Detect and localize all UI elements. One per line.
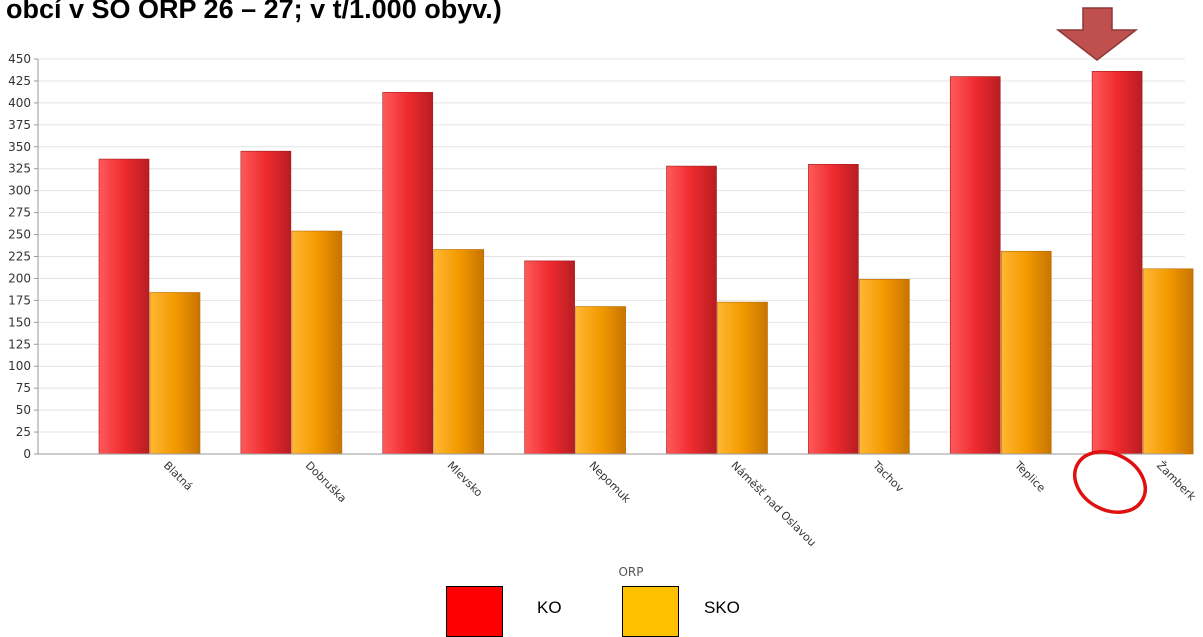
bar-sko [859, 279, 910, 455]
x-category-label: Dobruška [303, 459, 349, 505]
bar-sko [575, 306, 626, 455]
y-axis-ticks: 0 25 50 75 100 125 150 175 200 225 250 275 300 325 350… [8, 52, 38, 461]
bar-ko [382, 92, 434, 455]
y-tick-label: 25 [16, 425, 31, 439]
x-axis-labels: Blatná Dobruška Mlevsko Nepomuk Náměšť nad O… [161, 458, 1199, 549]
x-category-label: Blatná [161, 459, 195, 493]
highlight-arrow-icon [1055, 7, 1139, 61]
y-tick-label: 375 [8, 118, 31, 132]
y-tick-label: 200 [8, 271, 31, 285]
y-tick-label: 250 [8, 228, 31, 242]
bar-ko [949, 76, 1001, 455]
y-tick-label: 75 [16, 381, 31, 395]
x-category-label: Nepomuk [587, 459, 634, 506]
y-tick-label: 275 [8, 206, 31, 220]
chart-title: obcí v SO ORP 26 – 27; v t/1.000 obyv.) [6, 0, 502, 24]
bar-sko [149, 292, 201, 455]
y-tick-label: 300 [8, 184, 31, 198]
bar-sko [1000, 250, 1052, 455]
y-tick-label: 350 [8, 140, 31, 154]
legend-swatch-sko [622, 586, 679, 637]
bar-ko [666, 165, 717, 455]
x-category-label: Teplice [1011, 458, 1048, 495]
y-tick-label: 50 [16, 403, 31, 417]
x-category-label: Tachov [870, 458, 907, 495]
y-tick-label: 450 [8, 52, 31, 66]
bar-ko [240, 150, 292, 455]
x-category-label: Mlevsko [445, 459, 486, 500]
legend-swatch-ko [446, 586, 503, 637]
y-tick-label: 400 [8, 96, 31, 110]
y-tick-label: 225 [8, 250, 31, 264]
bar-ko [98, 158, 150, 455]
bar-sko [433, 249, 485, 455]
legend-label-ko: KO [537, 598, 562, 617]
y-tick-label: 150 [8, 315, 31, 329]
x-category-label: Náměšť nad Oslavou [728, 459, 818, 549]
y-tick-label: 125 [8, 337, 31, 351]
bars [98, 70, 1194, 455]
x-category-label: Žamberk [1154, 459, 1199, 504]
bar-ko [524, 260, 575, 455]
bar-sko [717, 301, 768, 455]
bar-ko [808, 164, 859, 455]
legend-label-sko: SKO [704, 598, 740, 617]
bar-sko [1142, 268, 1194, 455]
highlight-circle [1073, 450, 1147, 514]
y-tick-label: 175 [8, 293, 31, 307]
bar-sko [291, 230, 343, 455]
y-tick-label: 325 [8, 162, 31, 176]
y-tick-label: 0 [23, 447, 31, 461]
x-axis-title: ORP [618, 565, 643, 579]
y-tick-label: 425 [8, 74, 31, 88]
y-tick-label: 100 [8, 359, 31, 373]
bar-ko [1091, 70, 1143, 455]
